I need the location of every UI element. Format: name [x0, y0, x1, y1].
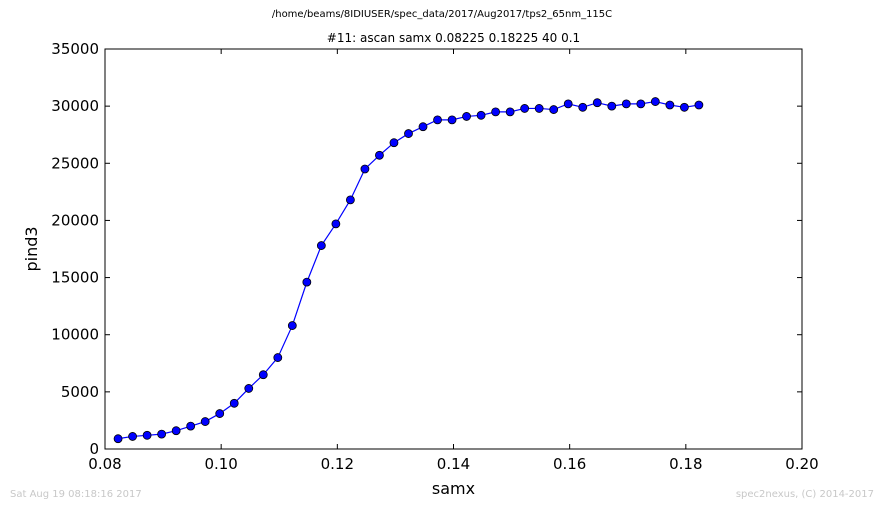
- x-tick-label: 0.14: [437, 455, 470, 473]
- series-line: [117, 100, 699, 440]
- data-point: [578, 102, 588, 112]
- y-tick-label: 30000: [51, 97, 99, 115]
- data-point: [113, 434, 123, 444]
- x-tick-label: 0.08: [88, 455, 121, 473]
- data-point: [244, 384, 254, 393]
- x-tick-label: 0.16: [553, 455, 586, 473]
- x-tick-label: 0.20: [785, 455, 818, 473]
- y-tick-label: 20000: [51, 211, 99, 229]
- data-point: [433, 115, 442, 125]
- data-point: [157, 429, 167, 439]
- data-point: [142, 430, 152, 440]
- data-point: [360, 164, 370, 174]
- y-tick-label: 5000: [61, 383, 99, 401]
- data-point: [505, 107, 515, 117]
- data-point: [389, 138, 399, 148]
- data-point: [375, 150, 384, 160]
- data-point: [534, 104, 544, 113]
- data-point: [592, 98, 602, 108]
- data-point: [229, 398, 239, 408]
- x-tick-label: 0.10: [204, 455, 237, 473]
- x-tick-label: 0.12: [321, 455, 354, 473]
- y-axis-title: pind3: [22, 226, 41, 271]
- data-point: [447, 115, 457, 125]
- data-point: [418, 122, 428, 132]
- data-point: [273, 353, 283, 362]
- footer-credit: spec2nexus, (C) 2014-2017: [735, 489, 874, 500]
- data-point: [186, 421, 196, 431]
- chart-title: #11: ascan samx 0.08225 0.18225 40 0.1: [327, 31, 580, 45]
- data-point: [404, 129, 413, 138]
- x-tick-label: 0.18: [669, 455, 702, 473]
- data-point: [679, 102, 689, 112]
- data-point: [200, 417, 210, 426]
- data-point: [694, 100, 704, 110]
- data-point: [215, 409, 225, 418]
- data-series: [113, 97, 704, 444]
- data-point: [549, 105, 559, 114]
- y-tick-label: 0: [89, 440, 99, 458]
- data-point: [128, 432, 137, 441]
- data-point: [331, 219, 341, 229]
- data-point: [171, 426, 181, 436]
- y-tick-label: 25000: [51, 154, 99, 172]
- data-point: [287, 321, 297, 330]
- x-axis: 0.08 0.10 0.12 0.14 0.16 0.18 0.20: [88, 49, 819, 473]
- y-axis: 0 5000 10000 15000 20000 25000 30000 35000: [51, 40, 802, 458]
- data-point: [636, 99, 646, 109]
- data-point: [476, 110, 486, 120]
- x-axis-title: samx: [432, 479, 475, 498]
- data-point: [520, 104, 530, 113]
- data-point: [316, 241, 326, 250]
- data-point: [650, 97, 660, 106]
- data-point: [491, 107, 501, 117]
- y-tick-label: 10000: [51, 326, 99, 344]
- data-point: [621, 99, 631, 109]
- data-point: [258, 370, 268, 380]
- data-point: [345, 195, 355, 205]
- data-point: [563, 99, 573, 109]
- data-point: [665, 100, 675, 110]
- data-point: [462, 112, 471, 121]
- footer-timestamp: Sat Aug 19 08:18:16 2017: [10, 489, 142, 500]
- y-tick-label: 15000: [51, 269, 99, 287]
- data-point: [607, 101, 617, 111]
- data-point: [302, 277, 312, 287]
- figure-supertitle: /home/beams/8IDIUSER/spec_data/2017/Aug2…: [271, 9, 613, 20]
- y-tick-label: 35000: [51, 40, 99, 58]
